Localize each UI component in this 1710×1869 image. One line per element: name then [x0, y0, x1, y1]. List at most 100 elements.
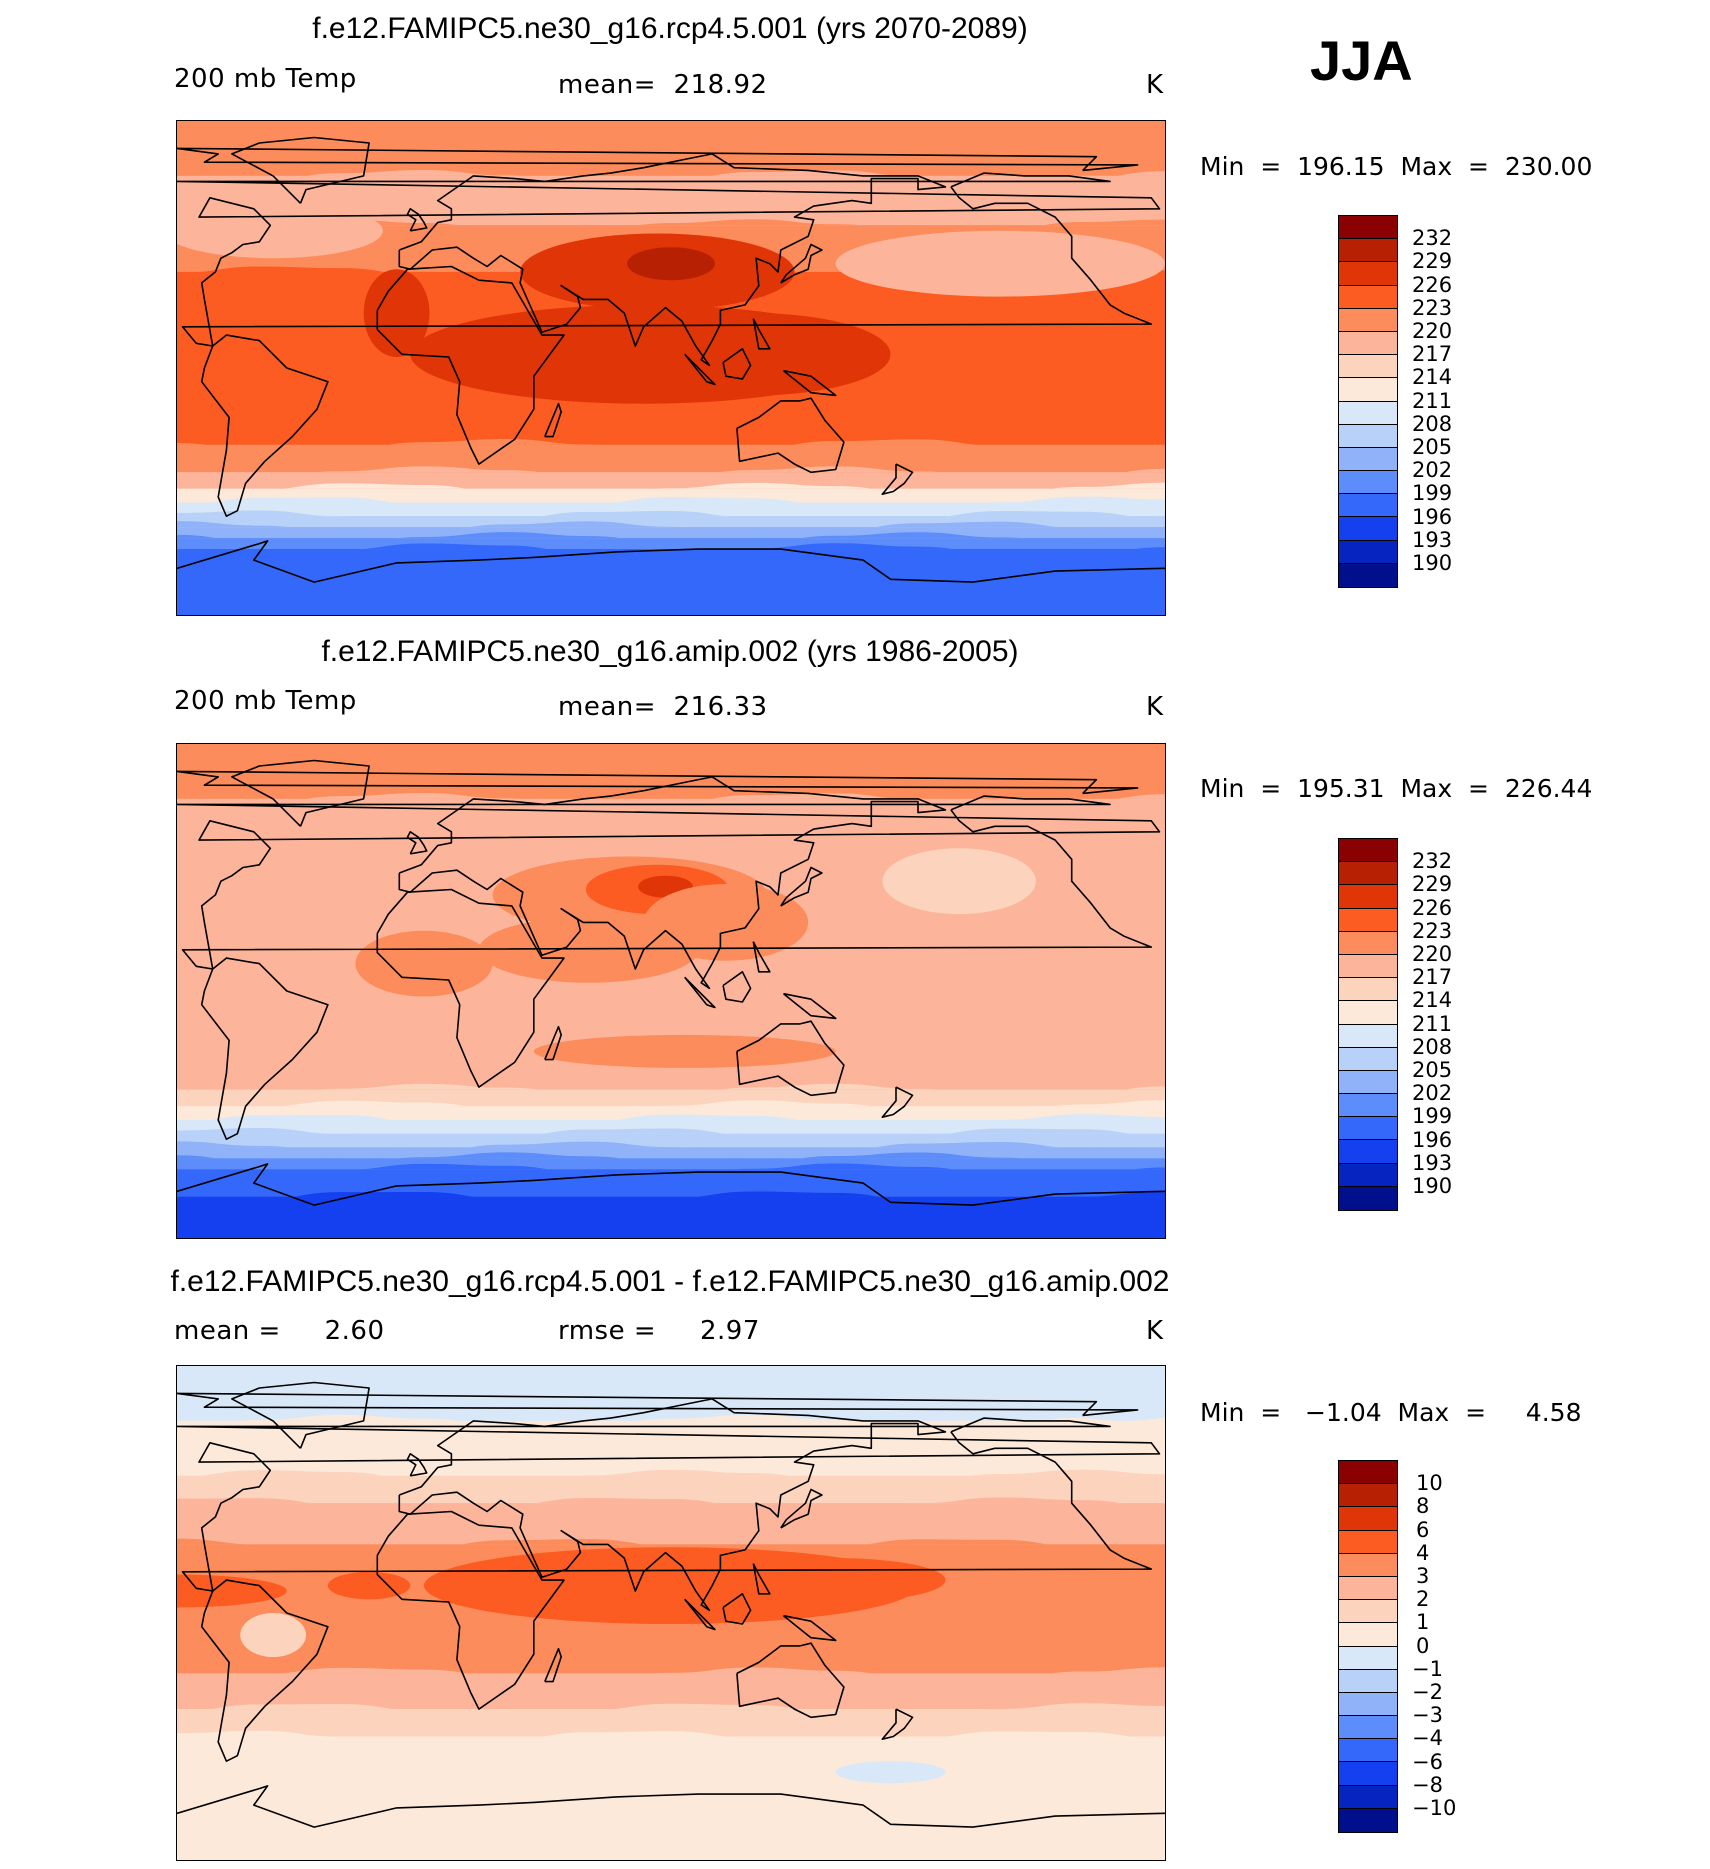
contour-edge — [177, 1667, 1165, 1680]
colorbar-swatch — [1339, 1669, 1397, 1693]
contour-band — [177, 1736, 1165, 1860]
colorbar-tick-label: 193 — [1412, 1150, 1453, 1175]
contour-edge — [177, 842, 1165, 854]
coastline — [406, 1453, 428, 1477]
colorbar-swatch — [1339, 378, 1397, 402]
coastline — [736, 397, 845, 474]
colorbar-tick-label: 190 — [1412, 1174, 1453, 1198]
colorbar-swatch — [1339, 1140, 1397, 1164]
colorbar-swatch — [1339, 1163, 1397, 1187]
colorbar-tick-label: 217 — [1412, 965, 1453, 990]
colorbar-tick-label: 202 — [1412, 458, 1453, 483]
colorbar-tick-label: −2 — [1412, 1680, 1443, 1704]
contour-edge — [177, 1497, 1165, 1510]
coastline — [177, 1417, 1161, 1592]
contour-edge — [177, 438, 1165, 451]
contour-band — [177, 963, 1165, 1020]
colorbar-tick-label: 223 — [1412, 295, 1453, 320]
colorbar-swatch — [1339, 285, 1397, 309]
contour-edge — [177, 1083, 1165, 1096]
colorbar-swatch — [1339, 1716, 1397, 1740]
colorbar-tick-label: 208 — [1412, 411, 1453, 436]
panel-2-units: K — [1146, 692, 1164, 722]
panel-1-variable-label: 200 mb Temp — [174, 64, 357, 94]
coastline — [398, 153, 947, 367]
contour-band — [177, 1503, 1165, 1546]
colorbar-tick-label: 217 — [1412, 342, 1453, 367]
colorbar-tick-label: 1 — [1416, 1610, 1430, 1635]
contour-region — [725, 1558, 946, 1603]
contour-edge — [177, 496, 1165, 509]
colorbar-tick-label: 205 — [1412, 435, 1453, 459]
coastline — [231, 136, 370, 204]
contour-band — [177, 549, 1165, 615]
colorbar-tick-label: 229 — [1412, 872, 1453, 897]
coastline — [780, 243, 823, 284]
coastline — [177, 147, 1139, 172]
panel-3-map — [176, 1365, 1166, 1861]
colorbar-swatch — [1339, 540, 1397, 564]
colorbar-swatch — [1339, 908, 1397, 932]
contour-region — [780, 1366, 1028, 1394]
panel-3-rmse-label: rmse = 2.97 — [558, 1316, 760, 1346]
coastline — [177, 1163, 1165, 1206]
contour-band — [177, 121, 1165, 177]
colorbar-swatch — [1339, 1001, 1397, 1025]
colorbar-tick-label: 229 — [1412, 249, 1453, 274]
coastline — [783, 1614, 837, 1642]
colorbar-tick-label: 226 — [1412, 272, 1453, 297]
contour-band — [177, 1196, 1165, 1238]
contour-region — [1041, 1366, 1165, 1421]
coastline — [544, 1647, 563, 1683]
coastline — [406, 208, 428, 232]
colorbar-swatch — [1339, 1739, 1397, 1763]
coastline — [684, 976, 716, 1009]
colorbar-swatch — [1339, 563, 1397, 587]
colorbar-swatch — [1339, 1094, 1397, 1118]
contour-edge — [177, 1163, 1165, 1176]
coastline — [881, 1708, 914, 1741]
colorbar-tick-label: 220 — [1412, 319, 1453, 343]
contour-region — [327, 1571, 411, 1600]
colorbar-tick-label: 214 — [1412, 988, 1453, 1013]
coastline — [231, 759, 370, 827]
colorbar-tick-label: 6 — [1416, 1517, 1430, 1542]
contour-edge — [177, 1730, 1165, 1743]
colorbar-swatch — [1339, 1785, 1397, 1809]
colorbar-tick-label: −10 — [1412, 1796, 1457, 1820]
coastline — [177, 1785, 1165, 1828]
contour-edge — [177, 1469, 1165, 1482]
colorbar-tick-label: 0 — [1416, 1633, 1430, 1658]
panel-1-units: K — [1146, 70, 1164, 100]
coastline — [780, 1488, 823, 1529]
contour-edge — [177, 1152, 1165, 1164]
colorbar-tick-label: 220 — [1412, 942, 1453, 966]
coastline — [398, 1398, 947, 1612]
colorbar-swatch — [1339, 1024, 1397, 1048]
colorbar-tick-label: 2 — [1416, 1587, 1430, 1612]
contour-region — [616, 313, 891, 396]
coastline — [200, 957, 329, 1141]
colorbar-swatch — [1339, 401, 1397, 425]
contour-band — [177, 1398, 1165, 1422]
colorbar-swatch — [1339, 1070, 1397, 1095]
contour-edge — [177, 169, 1165, 182]
contour-region — [643, 884, 809, 961]
coastline — [736, 1020, 845, 1097]
contour-region — [363, 269, 430, 357]
contour-edge — [177, 466, 1165, 478]
contour-region — [533, 1034, 836, 1068]
contour-edge — [177, 1061, 1165, 1074]
panel-2-variable-label: 200 mb Temp — [174, 686, 357, 716]
contour-edge — [177, 1191, 1165, 1203]
coastline — [881, 1086, 914, 1119]
coastline — [376, 265, 565, 465]
contour-region — [177, 1574, 287, 1608]
contour-edge — [177, 543, 1165, 556]
contour-edge — [177, 1703, 1165, 1716]
colorbar-tick-label: 202 — [1412, 1081, 1453, 1106]
colorbar-tick-label: 199 — [1412, 481, 1453, 506]
coastline — [177, 540, 1165, 583]
coastline — [398, 776, 947, 990]
colorbar-tick-label: 196 — [1412, 504, 1453, 529]
